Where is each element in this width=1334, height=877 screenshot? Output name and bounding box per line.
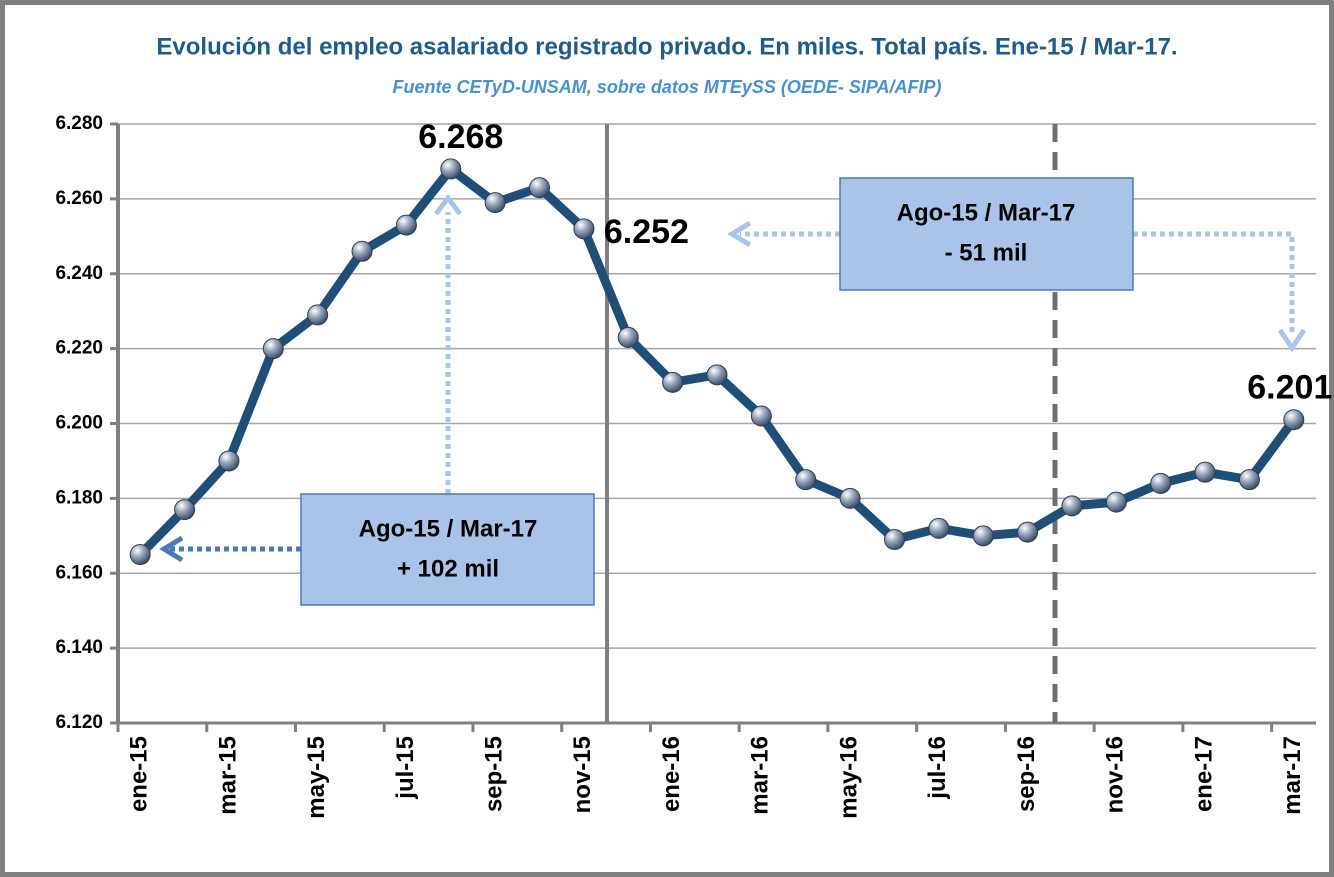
marker (839, 487, 861, 509)
marker (129, 544, 151, 566)
x-tick-label: ene-17 (1190, 736, 1217, 812)
labels: 6.120 6.140 6.160 6.180 6.200 6.220 6.240 6.260… (55, 113, 1332, 819)
arrows (159, 193, 1307, 563)
marker (484, 192, 506, 214)
marker (972, 525, 994, 547)
marker (1061, 495, 1083, 517)
marker (307, 304, 329, 326)
annotation-text: Ago-15 / Mar-17 (897, 199, 1076, 226)
annotation-box (300, 493, 595, 606)
marker (529, 177, 551, 199)
annotation-box (839, 177, 1134, 291)
marker (174, 499, 196, 521)
x-tick-label: may-15 (303, 736, 330, 819)
x-tick-label: sep-15 (480, 736, 507, 812)
marker (218, 450, 240, 472)
marker (928, 517, 950, 539)
marker (1238, 469, 1260, 491)
marker (1017, 521, 1039, 543)
x-tick-label: mar-15 (214, 736, 241, 815)
chart-subtitle: Fuente CETyD-UNSAM, sobre datos MTEySS (… (392, 77, 941, 97)
x-tick-label: ene-16 (658, 736, 685, 812)
y-tick-label: 6.220 (55, 338, 103, 359)
arrow-head (159, 535, 184, 563)
marker (883, 529, 905, 551)
marker (395, 214, 417, 236)
x-tick-label: nov-16 (1102, 736, 1129, 813)
arrow (1133, 231, 1295, 335)
marker (1194, 461, 1216, 483)
marker (617, 326, 639, 348)
marker (573, 218, 595, 240)
x-tick-label: mar-17 (1279, 736, 1306, 815)
data-label: 6.201 (1247, 369, 1332, 407)
annotation-text: - 51 mil (945, 239, 1028, 266)
plot (129, 158, 1305, 566)
marker (351, 240, 373, 262)
arrow-head (727, 220, 752, 248)
marker (795, 469, 817, 491)
marker (262, 338, 284, 360)
y-tick-label: 6.260 (55, 188, 103, 209)
data-label: 6.268 (418, 118, 503, 156)
x-tick-label: sep-16 (1013, 736, 1040, 812)
annotation: Ago-15 / Mar-17 + 102 mil (300, 493, 595, 606)
y-tick-label: 6.140 (55, 637, 103, 658)
arrow-head (434, 193, 462, 216)
y-tick-label: 6.160 (55, 562, 103, 583)
x-tick-label: jul-16 (924, 736, 951, 800)
data-label: 6.252 (604, 213, 689, 251)
y-tick-label: 6.120 (55, 712, 103, 733)
marker (1150, 472, 1172, 494)
arrow-head (1277, 328, 1307, 353)
chart-title: Evolución del empleo asalariado registra… (156, 33, 1177, 60)
y-tick-label: 6.240 (55, 263, 103, 284)
annotation-text: + 102 mil (397, 555, 499, 582)
y-tick-label: 6.200 (55, 413, 103, 434)
marker (1283, 409, 1305, 431)
marker (440, 158, 462, 180)
y-tick-label: 6.280 (55, 113, 103, 134)
annotation-text: Ago-15 / Mar-17 (359, 515, 538, 542)
annotation: Ago-15 / Mar-17 - 51 mil (839, 177, 1134, 291)
x-tick-label: jul-15 (392, 736, 419, 800)
x-tick-label: mar-16 (747, 736, 774, 815)
marker (662, 371, 684, 393)
x-tick-label: may-16 (835, 736, 862, 819)
marker (750, 405, 772, 427)
x-tick-label: ene-15 (126, 736, 153, 812)
y-tick-label: 6.180 (55, 487, 103, 508)
x-tick-label: nov-15 (569, 736, 596, 813)
marker (706, 364, 728, 386)
marker (1105, 491, 1127, 513)
